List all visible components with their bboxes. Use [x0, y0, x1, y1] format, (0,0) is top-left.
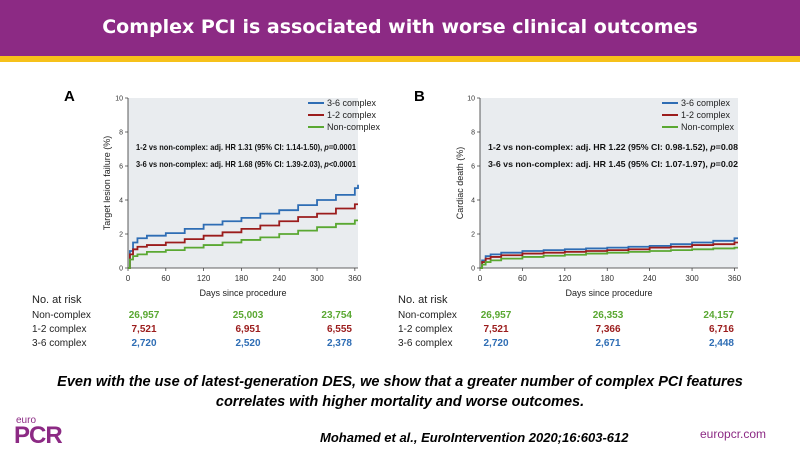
x-tick-label: 240 [643, 274, 657, 283]
risk-value: 2,378 [326, 338, 352, 349]
risk-row-label: 1-2 complex [398, 324, 453, 335]
plot-area [480, 98, 738, 268]
risk-value: 7,366 [595, 324, 621, 335]
panel-b-letter: B [414, 88, 425, 105]
risk-value: 2,520 [235, 338, 261, 349]
x-tick-label: 300 [310, 274, 324, 283]
risk-value: 2,448 [708, 338, 734, 349]
risk-value: 2,720 [483, 338, 509, 349]
citation: Mohamed et al., EuroIntervention 2020;16… [320, 430, 629, 445]
y-tick-label: 8 [471, 130, 475, 137]
legend-label: 3-6 complex [327, 98, 377, 108]
legend-label: 1-2 complex [327, 110, 377, 120]
x-tick-label: 0 [126, 274, 131, 283]
series-line-3-6-complex [128, 184, 359, 269]
risk-value: 6,555 [326, 324, 352, 335]
risk-row-label: 1-2 complex [32, 324, 87, 335]
series-line-non-complex [128, 219, 358, 269]
y-tick-label: 4 [119, 198, 123, 205]
y-axis-label: Target lesion failure (%) [102, 136, 112, 231]
y-tick-label: 8 [119, 130, 123, 137]
risk-value: 23,754 [321, 310, 352, 321]
hazard-ratio-annotation: 3-6 vs non-complex: adj. HR 1.45 (95% CI… [488, 159, 738, 169]
risk-value: 7,521 [483, 324, 509, 335]
y-tick-label: 4 [471, 198, 475, 205]
chart-panel-b: 0 2 4 6 8 10 0 60 120 180 240 300 360 Days since proc… [455, 96, 742, 299]
y-tick-label: 2 [119, 232, 123, 239]
risk-row-label: Non-complex [398, 310, 457, 321]
x-tick-label: 360 [348, 274, 362, 283]
x-tick-label: 0 [478, 274, 483, 283]
x-axis-label: Days since procedure [199, 288, 286, 298]
series-line-3-6-complex [480, 237, 738, 269]
x-axis-label: Days since procedure [565, 288, 652, 298]
risk-row-label: 3-6 complex [398, 338, 453, 349]
legend-label: 3-6 complex [681, 98, 731, 108]
risk-value: 24,157 [703, 310, 734, 321]
y-tick-label: 6 [119, 164, 123, 171]
risk-value: 26,957 [128, 310, 160, 321]
risk-value: 6,716 [708, 324, 734, 335]
risk-row-label: Non-complex [32, 310, 91, 321]
series-line-1-2-complex [480, 241, 738, 269]
y-tick-label: 2 [471, 232, 475, 239]
summary-text: Even with the use of latest-generation D… [57, 374, 743, 410]
logo-pcr: PCR [14, 422, 63, 449]
series-line-1-2-complex [128, 203, 358, 269]
y-tick-label: 0 [119, 266, 123, 273]
x-tick-label: 180 [601, 274, 615, 283]
series-line-non-complex [480, 246, 738, 269]
chart-panel-a: 0 2 4 6 8 10 0 60 120 180 240 300 360 Days since proc… [102, 96, 381, 299]
x-tick-label: 120 [558, 274, 572, 283]
x-tick-label: 300 [685, 274, 699, 283]
accent-stripe [0, 56, 800, 62]
risk-value: 26,957 [480, 310, 512, 321]
legend-label: Non-complex [327, 122, 381, 132]
y-tick-label: 10 [467, 96, 475, 103]
risk-value: 6,951 [235, 324, 261, 335]
hazard-ratio-annotation: 1-2 vs non-complex: adj. HR 1.22 (95% CI… [488, 142, 738, 152]
hazard-ratio-annotation: 3-6 vs non-complex: adj. HR 1.68 (95% CI… [136, 159, 356, 169]
risk-value: 7,521 [131, 324, 157, 335]
page-title: Complex PCI is associated with worse cli… [102, 16, 698, 38]
website-link[interactable]: europcr.com [700, 427, 767, 441]
hazard-ratio-annotation: 1-2 vs non-complex: adj. HR 1.31 (95% CI… [136, 142, 356, 152]
y-tick-label: 10 [115, 96, 123, 103]
risk-value: 26,353 [592, 310, 624, 321]
risk-table-header: No. at risk [32, 294, 82, 306]
x-tick-label: 120 [197, 274, 211, 283]
x-tick-label: 360 [728, 274, 742, 283]
risk-value: 2,671 [595, 338, 621, 349]
risk-row-label: 3-6 complex [32, 338, 87, 349]
y-axis-label: Cardiac death (%) [455, 147, 465, 220]
legend-label: 1-2 complex [681, 110, 731, 120]
risk-value: 25,003 [232, 310, 264, 321]
panel-a-letter: A [64, 88, 75, 105]
title-banner [0, 0, 800, 56]
x-tick-label: 240 [273, 274, 287, 283]
risk-value: 2,720 [131, 338, 157, 349]
y-tick-label: 0 [471, 266, 475, 273]
x-tick-label: 60 [161, 274, 170, 283]
logo-euro: euro [16, 415, 37, 426]
risk-table-header: No. at risk [398, 294, 448, 306]
x-tick-label: 60 [518, 274, 527, 283]
y-tick-label: 6 [471, 164, 475, 171]
legend-label: Non-complex [681, 122, 735, 132]
x-tick-label: 180 [235, 274, 249, 283]
plot-area [128, 98, 358, 268]
